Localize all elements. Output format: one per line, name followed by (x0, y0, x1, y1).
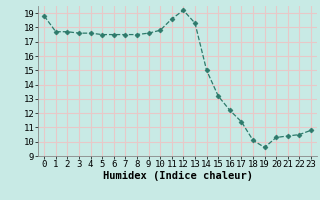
X-axis label: Humidex (Indice chaleur): Humidex (Indice chaleur) (103, 171, 252, 181)
